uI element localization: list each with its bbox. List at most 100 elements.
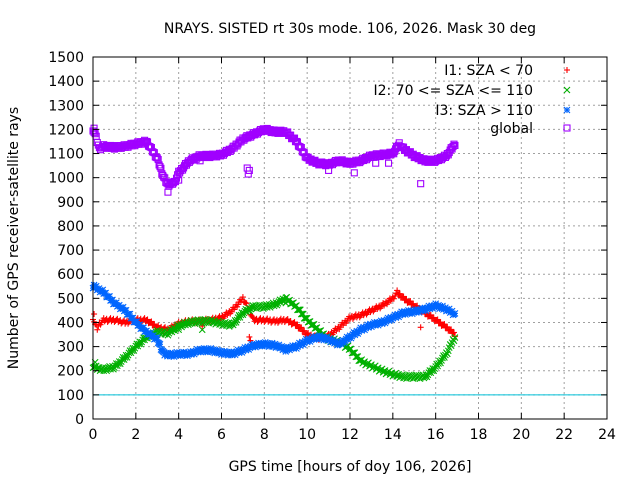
data-point <box>294 321 301 328</box>
data-point <box>451 334 459 341</box>
data-point <box>407 298 414 305</box>
data-point <box>154 155 162 164</box>
legend-item-i1: I1: SZA < 70 <box>444 63 570 79</box>
data-point <box>449 143 457 151</box>
x-tick-label: 24 <box>598 427 616 443</box>
x-tick-label: 20 <box>512 427 530 443</box>
outlier-point <box>90 124 98 132</box>
data-point <box>430 314 437 321</box>
outlier-point <box>282 348 290 355</box>
data-point <box>402 296 409 303</box>
x-tick-label: 6 <box>217 427 226 443</box>
data-point <box>148 318 155 325</box>
x-tick-label: 12 <box>341 427 359 443</box>
data-point <box>441 321 448 328</box>
outlier-point <box>246 333 253 340</box>
y-tick-label: 300 <box>57 340 84 356</box>
data-point <box>301 327 308 334</box>
data-point <box>437 319 444 326</box>
data-point <box>390 295 397 302</box>
data-point <box>396 290 403 297</box>
outlier-point <box>325 166 333 174</box>
series-4 <box>89 124 459 196</box>
series-3 <box>89 281 459 360</box>
data-point <box>239 294 246 301</box>
y-tick-label: 200 <box>57 364 84 380</box>
legend-marker-i1 <box>564 67 570 73</box>
x-tick-label: 2 <box>131 427 140 443</box>
data-point <box>403 296 410 303</box>
data-point <box>410 300 417 307</box>
data-point <box>394 287 401 294</box>
legend-item-i3: I3: SZA > 110 <box>435 103 571 119</box>
data-point <box>390 150 398 158</box>
y-tick-label: 700 <box>57 243 84 259</box>
data-point <box>246 307 254 315</box>
data-point <box>440 321 447 328</box>
y-tick-label: 900 <box>57 195 84 211</box>
x-tick-label: 22 <box>555 427 573 443</box>
data-point <box>436 319 443 326</box>
data-point <box>433 317 440 324</box>
legend-label-i3: I3: SZA > 110 <box>435 103 533 119</box>
x-tick-label: 14 <box>384 427 402 443</box>
legend-glyph <box>563 124 571 132</box>
y-tick-label: 100 <box>57 388 84 404</box>
outlier-point <box>90 281 98 289</box>
y-tick-label: 800 <box>57 219 84 235</box>
outlier-point <box>282 299 290 307</box>
data-point <box>150 321 157 328</box>
y-tick-label: 1300 <box>48 98 84 114</box>
y-tick-label: 1400 <box>48 74 84 90</box>
data-point <box>391 292 398 299</box>
x-tick-label: 8 <box>260 427 269 443</box>
data-point <box>153 334 161 341</box>
data-point <box>94 326 101 333</box>
data-point <box>156 340 164 348</box>
outlier-point <box>350 169 358 177</box>
x-tick-label: 10 <box>298 427 316 443</box>
legend-glyph <box>564 67 570 73</box>
y-tick-label: 1000 <box>48 171 84 187</box>
y-tick-label: 600 <box>57 267 84 283</box>
y-tick-label: 1100 <box>48 147 84 163</box>
y-tick-label: 400 <box>57 315 84 331</box>
y-tick-label: 0 <box>75 412 84 428</box>
data-point <box>451 141 459 150</box>
data-point <box>406 298 413 305</box>
data-point <box>249 314 256 321</box>
legend-label-global: global <box>490 121 533 137</box>
axis-ticks: 0 2 4 6 8 10 12 14 16 18 20 22 240100200300400500600… <box>48 50 616 443</box>
data-point <box>153 154 161 162</box>
data-point <box>159 171 167 179</box>
outlier-point <box>243 164 251 172</box>
outlier-point <box>198 326 206 334</box>
chart-title: NRAYS. SISTED rt 30s mode. 106, 2026. Ma… <box>164 21 536 37</box>
x-tick-label: 0 <box>89 427 98 443</box>
data-point <box>400 293 407 300</box>
legend: I1: SZA < 70 I2: 70 <= SZA <= 110 I3: SZ… <box>373 63 571 137</box>
outlier-point <box>91 311 98 318</box>
data-point <box>143 317 150 324</box>
data-point <box>451 310 459 317</box>
legend-label-i2: I2: 70 <= SZA <= 110 <box>373 83 533 99</box>
data-point <box>151 321 158 328</box>
outlier-point <box>164 188 172 196</box>
data-point <box>157 164 165 172</box>
outlier-point <box>245 166 253 174</box>
data-point <box>156 163 164 171</box>
data-point <box>427 311 434 318</box>
data-point <box>426 312 433 319</box>
data-point <box>448 326 455 333</box>
outlier-point <box>175 176 183 184</box>
outlier-point <box>244 170 252 178</box>
outlier-point <box>175 326 183 334</box>
legend-marker-global <box>563 124 571 132</box>
data-point <box>147 319 154 326</box>
data-point <box>430 367 438 375</box>
data-point <box>451 333 458 340</box>
data-point <box>444 323 451 330</box>
y-tick-label: 1200 <box>48 122 84 138</box>
series-layer <box>89 124 459 383</box>
